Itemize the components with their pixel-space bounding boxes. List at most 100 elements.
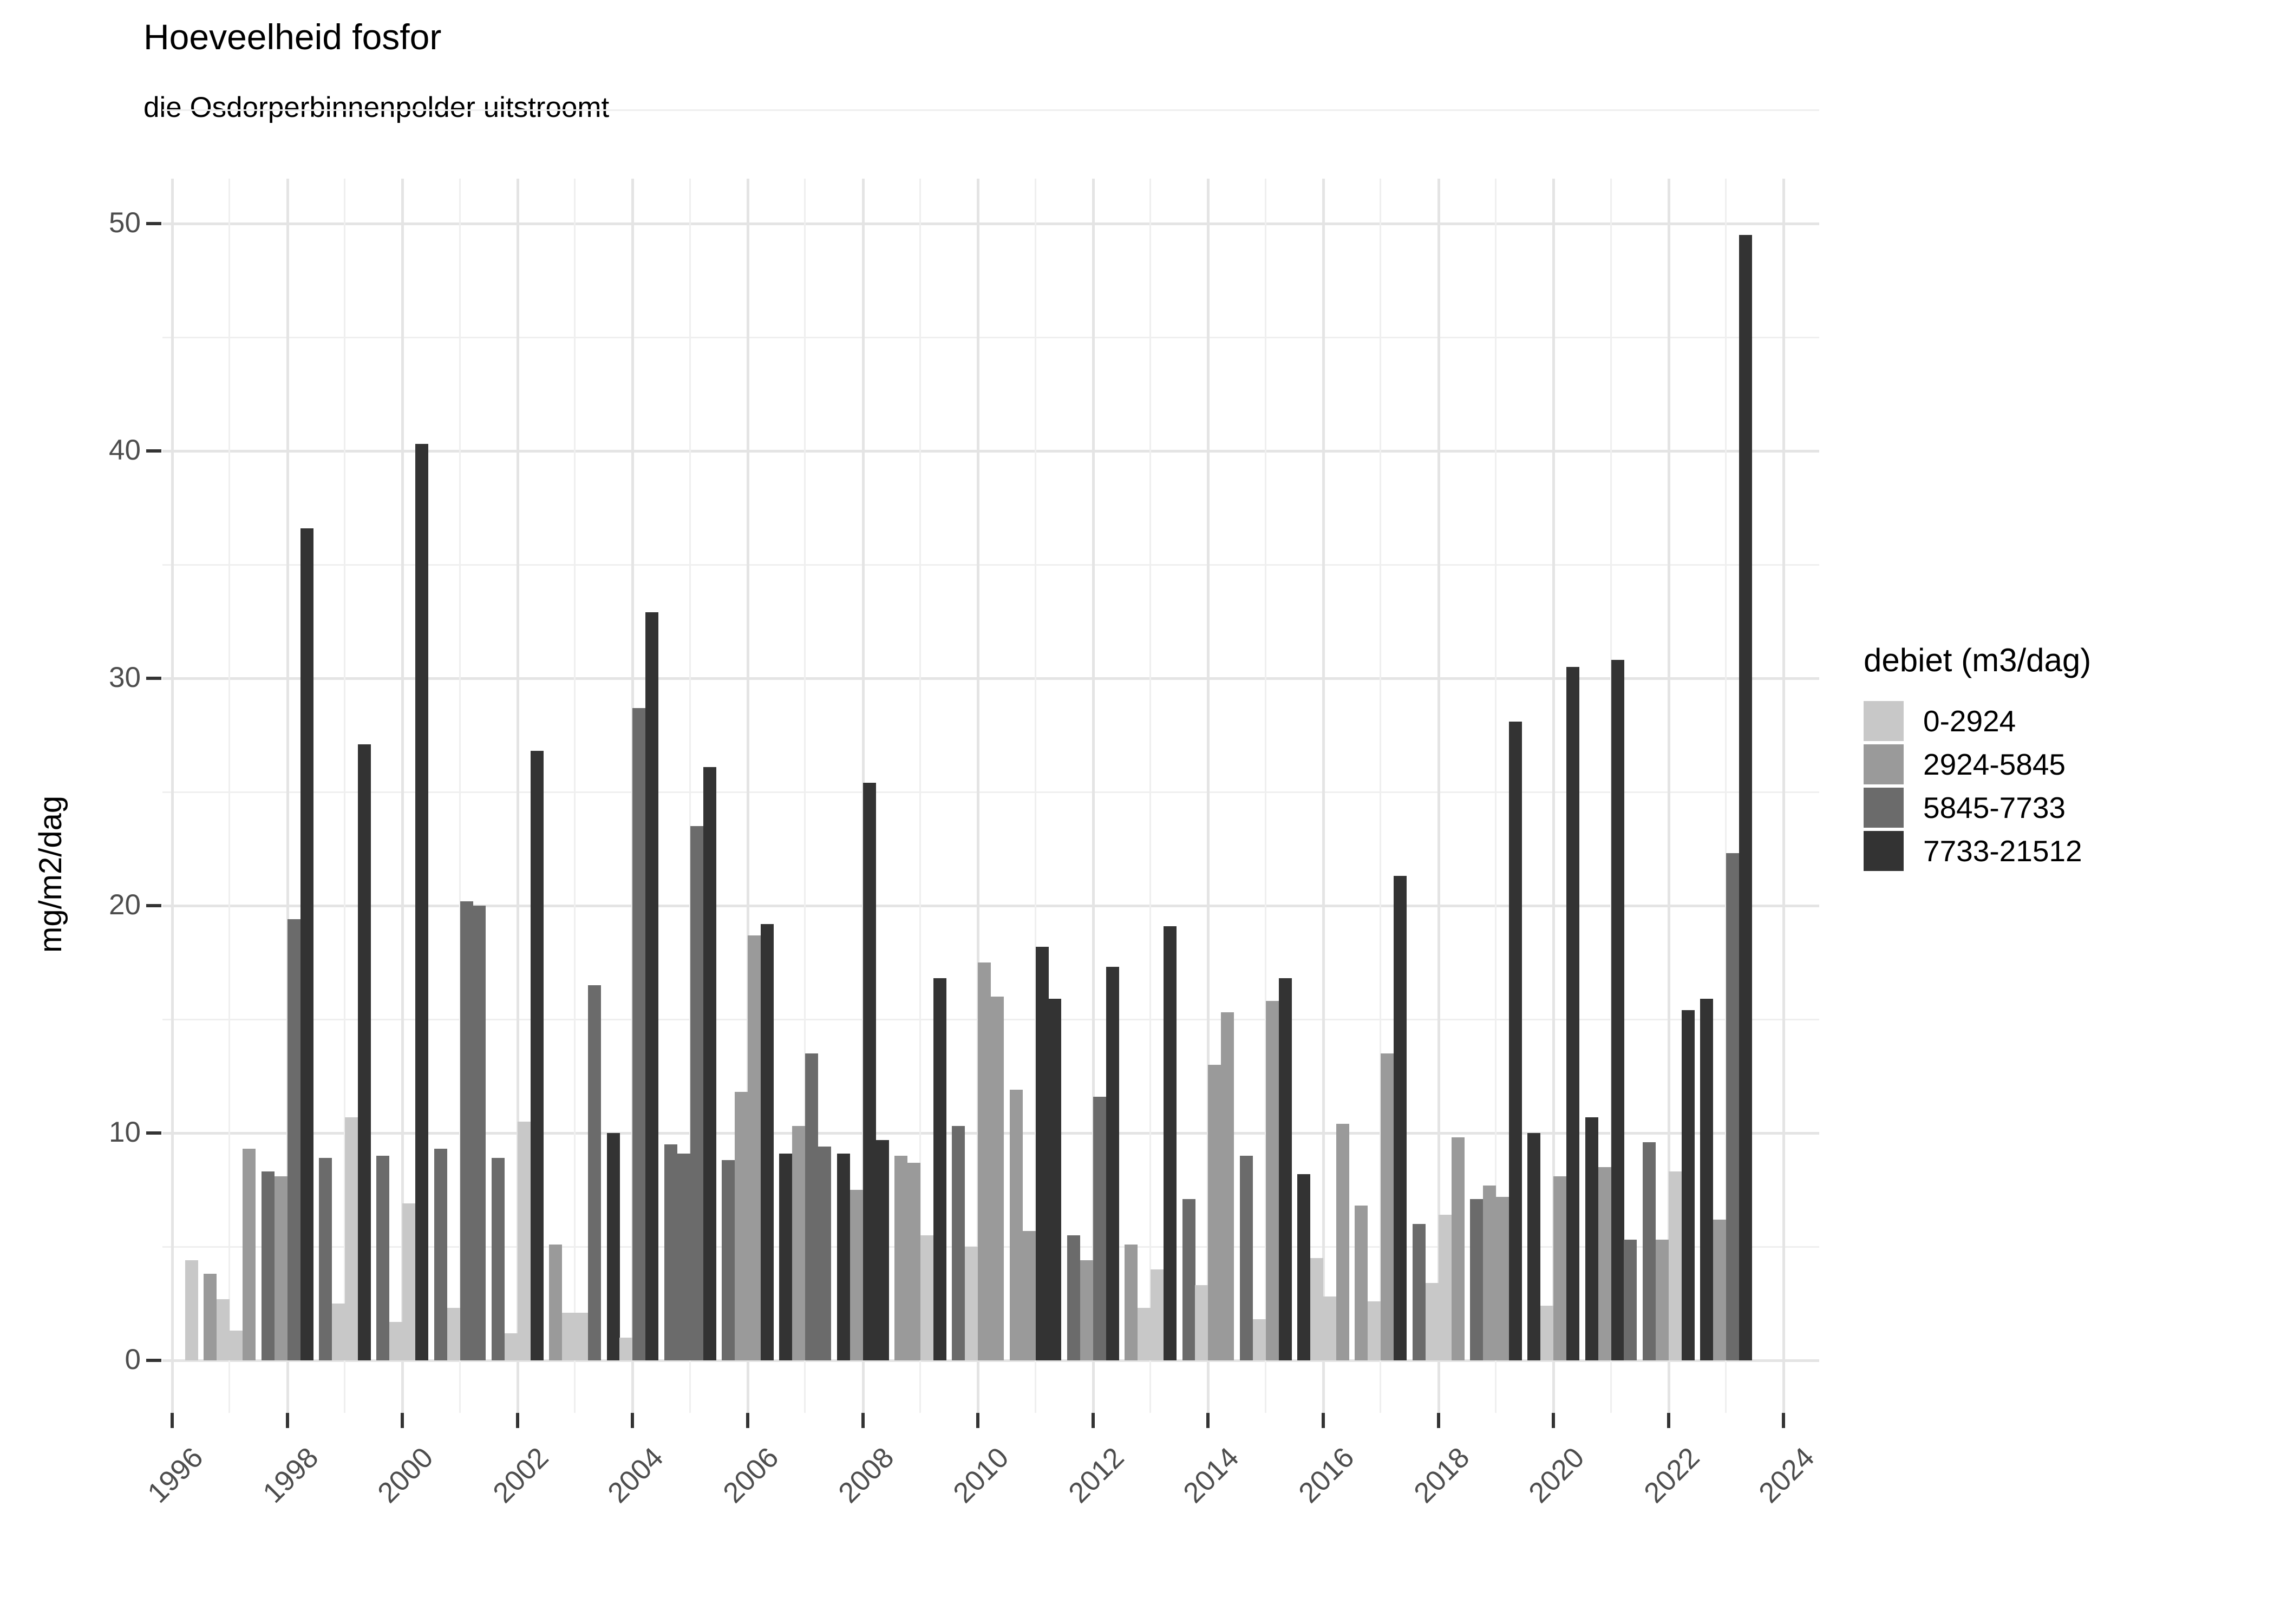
bar-2007-slot2 [792,1126,806,1360]
x-tick-mark [1206,1413,1210,1428]
bar-2008-slot3 [862,783,876,1360]
bar-2006-slot1 [722,1160,735,1360]
bar-2006-slot2 [735,1092,748,1360]
bar-2016-slot1 [1297,1174,1311,1360]
bar-2008-slot2 [850,1190,863,1360]
y-tick-mark [146,222,161,225]
bar-1998-slot3 [287,919,300,1360]
legend-item-7733-21512: 7733-21512 [1864,830,2264,872]
legend-swatch-0 [1864,701,1904,741]
bar-2022-slot1 [1642,1142,1656,1360]
bar-2015-slot1 [1239,1156,1253,1360]
bar-2010-slot4 [991,997,1004,1360]
bar-2003-slot1 [549,1244,563,1360]
bar-2013-slot3 [1151,1269,1164,1360]
bar-2013-slot1 [1125,1244,1138,1360]
bar-2019-slot3 [1495,1196,1509,1360]
y-axis-title: mg/m2/dag [33,795,68,953]
bar-2007-slot3 [805,1053,819,1360]
bar-2004-slot2 [619,1338,633,1360]
bar-2003-slot3 [575,1312,589,1360]
bar-1996-slot4 [185,1260,198,1360]
bar-2018-slot4 [1451,1137,1465,1360]
gridline-v-minor [1149,179,1152,1413]
bar-2008-slot4 [875,1140,889,1360]
bar-2023-slot3 [1726,853,1740,1360]
bar-2001-slot2 [447,1308,460,1360]
x-tick-label: 2012 [1062,1441,1131,1509]
x-tick-label: 1996 [141,1441,210,1509]
gridline-v-minor [1380,179,1382,1413]
bar-2012-slot1 [1067,1235,1080,1360]
gridline-v-minor [1610,179,1612,1413]
gridline-v-major [1092,179,1095,1413]
bar-2018-slot3 [1438,1215,1452,1360]
bar-2000-slot3 [402,1203,416,1360]
bar-2007-slot4 [818,1147,832,1360]
legend-item-0-2924: 0-2924 [1864,700,2264,742]
x-tick-mark [171,1413,174,1428]
gridline-v-minor [343,179,345,1413]
bar-2009-slot1 [894,1156,907,1360]
y-tick-label: 30 [109,662,141,693]
x-tick-mark [401,1413,404,1428]
bar-2004-slot3 [632,708,646,1360]
bar-1997-slot2 [217,1299,230,1360]
bar-1999-slot2 [331,1304,345,1360]
bar-2001-slot4 [473,906,486,1360]
bar-2000-slot1 [376,1156,390,1360]
x-tick-label: 2022 [1638,1441,1706,1509]
bar-2017-slot4 [1394,876,1407,1360]
legend-label-3: 7733-21512 [1923,834,2082,868]
bar-2022-slot4 [1681,1010,1695,1360]
gridline-v-minor [1034,179,1036,1413]
bar-2005-slot3 [690,826,703,1360]
bar-2020-slot2 [1540,1306,1554,1360]
bar-1999-slot4 [357,744,371,1360]
bar-2014-slot3 [1208,1065,1221,1360]
y-tick-mark [146,904,161,907]
bar-2004-slot4 [645,612,659,1360]
gridline-v-minor [1264,179,1266,1413]
bar-2022-slot2 [1655,1240,1669,1360]
bar-2019-slot1 [1470,1199,1483,1360]
bar-2007-slot1 [779,1153,793,1360]
bar-2011-slot2 [1022,1230,1036,1360]
gridline-v-major [171,179,174,1413]
x-tick-mark [285,1413,289,1428]
bar-2015-slot3 [1265,1001,1279,1360]
legend-swatch-2 [1864,788,1904,828]
legend-items: 0-2924 2924-5845 5845-7733 7733-21512 [1864,700,2264,872]
y-tick-mark [146,1359,161,1362]
gridline-h-major [162,1359,1819,1362]
bar-2016-slot4 [1336,1124,1349,1360]
bar-2019-slot2 [1482,1185,1496,1360]
y-tick-label: 20 [109,889,141,921]
x-tick-label: 2020 [1522,1441,1591,1509]
x-tick-mark [1782,1413,1786,1428]
bar-2003-slot2 [562,1312,576,1360]
bar-2010-slot3 [978,962,991,1360]
gridline-v-major [747,179,749,1413]
bar-2021-slot3 [1611,660,1624,1360]
bar-2021-slot4 [1624,1240,1637,1360]
bar-2023-slot1 [1700,999,1714,1360]
bar-2014-slot2 [1195,1285,1208,1360]
y-tick-label: 10 [109,1116,141,1148]
bar-2020-slot3 [1553,1176,1567,1360]
x-tick-mark [1091,1413,1095,1428]
bar-2010-slot2 [965,1247,978,1360]
legend-swatch-1 [1864,744,1904,784]
gridline-h-minor [162,337,1819,338]
bar-2017-slot3 [1381,1053,1394,1360]
x-tick-mark [861,1413,865,1428]
bar-2002-slot4 [530,751,544,1360]
legend-title: debiet (m3/dag) [1864,642,2092,678]
x-tick-label: 2000 [371,1441,440,1509]
gridline-v-minor [574,179,576,1413]
bar-2020-slot4 [1566,667,1580,1360]
bar-2023-slot2 [1713,1219,1727,1360]
bar-2002-slot3 [517,1122,531,1360]
bar-2001-slot3 [460,901,473,1360]
gridline-v-major [1322,179,1325,1413]
